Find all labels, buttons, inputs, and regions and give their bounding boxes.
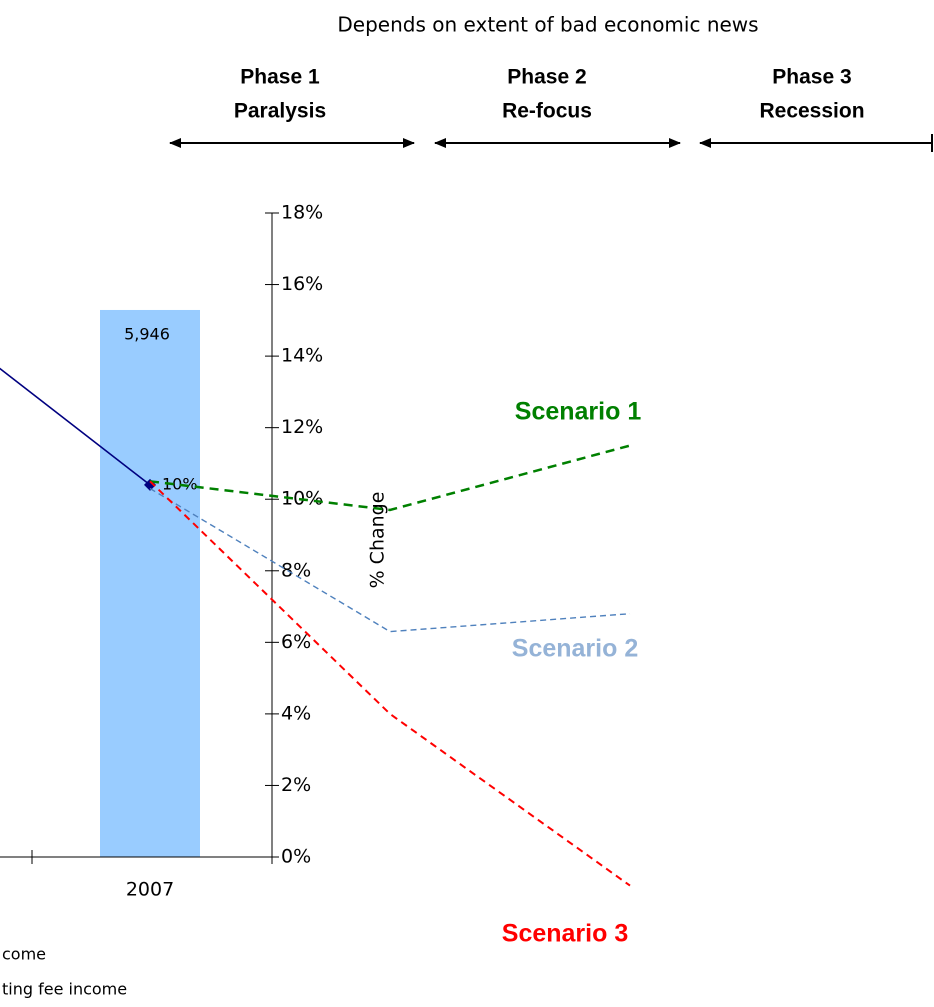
series-label: Scenario 1 — [515, 398, 642, 426]
series-label: Scenario 2 — [512, 635, 638, 663]
data-label: 10% — [162, 474, 198, 493]
subtitle: Depends on extent of bad economic news — [337, 13, 758, 37]
legend-entry: come — [2, 945, 46, 964]
y-tick-label: 6% — [281, 631, 311, 653]
line — [149, 480, 631, 887]
line — [149, 444, 631, 512]
y-tick-label: 18% — [281, 202, 323, 224]
x-tick-label: 2007 — [126, 879, 174, 901]
y-tick-label: 2% — [281, 774, 311, 796]
data-label: 5,946 — [124, 324, 170, 343]
phase-label: Paralysis — [234, 100, 326, 123]
y-tick-label: 4% — [281, 702, 311, 724]
y-tick-label: 0% — [281, 846, 311, 868]
y-axis-label: % Change — [367, 492, 389, 589]
y-tick-label: 16% — [281, 273, 323, 295]
phase-name: Phase 1 — [240, 66, 320, 89]
legend-entry: ting fee income — [2, 980, 127, 999]
bar — [100, 309, 200, 857]
y-tick-label: 12% — [281, 416, 323, 438]
y-tick-label: 14% — [281, 345, 323, 367]
phase-name: Phase 2 — [507, 66, 586, 89]
y-tick-label: 8% — [281, 559, 311, 581]
phase-name: Phase 3 — [772, 66, 851, 89]
phase-label: Recession — [759, 100, 864, 123]
line — [149, 487, 631, 633]
line — [0, 367, 151, 486]
series-label: Scenario 3 — [502, 920, 628, 948]
phase-label: Re-focus — [502, 100, 592, 123]
